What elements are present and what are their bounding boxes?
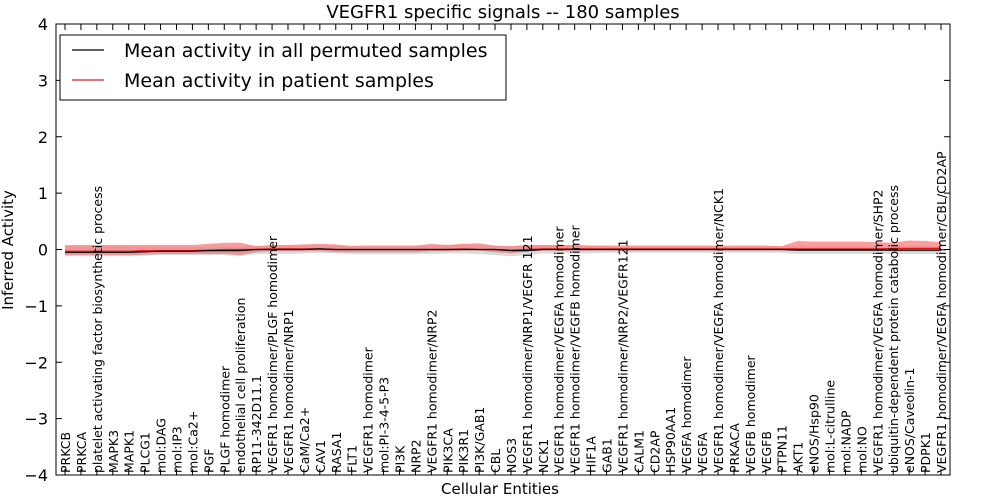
y-tick-label: 2	[38, 128, 48, 147]
x-tick-label: PI3K	[392, 445, 407, 473]
x-axis	[64, 24, 942, 475]
x-tick-label: GAB1	[600, 438, 615, 473]
x-tick-label: PRKCA	[74, 432, 89, 473]
y-tick-label: 1	[38, 184, 48, 203]
x-tick-labels: PRKCB PRKCA platelet activating factor bio…	[58, 151, 949, 473]
x-tick-label: NOS3	[504, 438, 519, 473]
x-tick-label: CALM1	[631, 430, 646, 473]
y-tick-label: −4	[24, 466, 48, 485]
x-tick-label: mol:DAG	[154, 418, 169, 473]
x-tick-label: VEGFR1 homodimer/VEGFA homodimer/CBL/CD2…	[934, 151, 949, 473]
x-tick-label: PIK3CA	[440, 428, 455, 473]
x-tick-label: VEGFR1 homodimer/NRP2/VEGFR121	[615, 239, 630, 473]
series-line-0	[65, 248, 941, 253]
x-tick-label: VEGFR1 homodimer	[361, 346, 376, 473]
x-tick-label: PTPN11	[775, 425, 790, 473]
x-tick-label: platelet activating factor biosynthetic …	[90, 186, 105, 473]
x-tick-label: VEGFR1 homodimer/VEGFA homodimer/SHP2	[870, 189, 885, 473]
chart-title: VEGFR1 specific signals -- 180 samples	[326, 2, 679, 23]
x-tick-label: VEGFR1 homodimer/PLGF homodimer	[265, 235, 280, 473]
x-tick-label: mol:IP3	[169, 426, 184, 473]
x-tick-label: CAV1	[313, 440, 328, 473]
x-tick-label: VEGFA homodimer	[679, 356, 694, 473]
x-tick-label: ubiquitin-dependent protein catabolic pr…	[886, 185, 901, 473]
y-tick-label: −1	[24, 297, 48, 316]
x-tick-label: eNOS/Caveolin-1	[902, 368, 917, 473]
y-tick-label: −2	[24, 353, 48, 372]
x-tick-label: VEGFB homodimer	[743, 354, 758, 473]
x-tick-label: FLT1	[345, 445, 360, 473]
series-lines	[65, 247, 941, 253]
x-tick-label: HIF1A	[584, 436, 599, 473]
legend-box	[59, 34, 507, 101]
x-tick-label: MAPK1	[122, 430, 137, 473]
legend: Mean activity in all permuted samples Me…	[59, 34, 507, 101]
x-tick-label: PIK3R1	[456, 429, 471, 473]
y-tick-label: 0	[38, 241, 48, 260]
y-tick-label: 4	[38, 15, 48, 34]
y-axis-label: Inferred Activity	[0, 190, 17, 310]
y-tick-label: 3	[38, 71, 48, 90]
x-tick-label: NRP2	[408, 439, 423, 473]
x-tick-label: PDPK1	[918, 432, 933, 473]
x-tick-label: endothelial cell proliferation	[233, 298, 248, 473]
x-tick-label: VEGFR1 homodimer/NRP2	[424, 310, 439, 473]
x-tick-label: AKT1	[791, 442, 806, 473]
x-tick-label: RP11-342D11.1	[249, 375, 264, 473]
x-tick-label: PGF	[201, 449, 216, 473]
x-tick-label: PRKACA	[727, 423, 742, 473]
x-tick-label: mol:NO	[854, 426, 869, 473]
legend-label-patient: Mean activity in patient samples	[124, 70, 434, 92]
x-tick-label: PLGF homodimer	[217, 365, 232, 473]
x-tick-label: mol:NADP	[838, 410, 853, 473]
x-tick-label: eNOS/Hsp90	[807, 394, 822, 473]
x-tick-label: MAPK3	[106, 430, 121, 473]
x-tick-label: VEGFR1 homodimer/NRP1	[281, 310, 296, 473]
x-tick-label: CD2AP	[647, 430, 662, 473]
x-tick-label: NCK1	[536, 439, 551, 473]
x-tick-label: VEGFR1 homodimer/NRP1/VEGFR 121	[520, 235, 535, 473]
series-band-1	[65, 240, 941, 256]
x-tick-label: PRKCB	[58, 432, 73, 473]
x-tick-label: mol:L-citrulline	[823, 380, 838, 473]
x-tick-label: VEGFA	[695, 432, 710, 473]
x-tick-label: HSP90AA1	[663, 407, 678, 473]
x-tick-label: RASA1	[329, 432, 344, 473]
x-tick-label: VEGFB	[759, 431, 774, 473]
x-tick-label: CaM/Ca2+	[297, 407, 312, 473]
x-tick-label: VEGFR1 homodimer/VEGFB homodimer	[568, 225, 583, 473]
x-tick-label: mol:PI-3-4-5-P3	[377, 377, 392, 473]
x-tick-label: mol:Ca2+	[185, 411, 200, 473]
y-axis: −4 −3 −2 −1 0 1 2 3 4	[24, 15, 950, 485]
legend-label-permuted: Mean activity in all permuted samples	[124, 40, 487, 62]
x-tick-label: VEGFR1 homodimer/VEGFA homodimer/NCK1	[711, 188, 726, 473]
x-tick-label: PI3K/GAB1	[472, 407, 487, 473]
x-tick-label: PLCG1	[138, 432, 153, 473]
y-tick-label: −3	[24, 410, 48, 429]
x-tick-label: CBL	[488, 449, 503, 473]
x-tick-label: VEGFR1 homodimer/VEGFA homodimer	[552, 226, 567, 473]
x-axis-label: Cellular Entities	[441, 480, 559, 498]
